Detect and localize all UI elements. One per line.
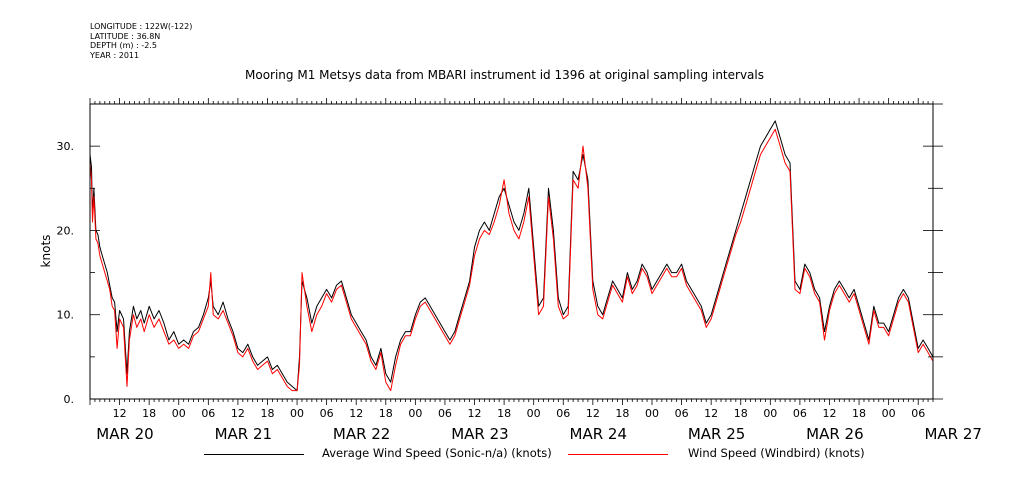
x-tick-label: 18 xyxy=(260,407,274,420)
y-tick-label: 0. xyxy=(64,393,75,406)
y-tick-label: 10. xyxy=(57,309,75,322)
x-date-label: MAR 21 xyxy=(215,425,272,443)
x-tick-label: 00 xyxy=(527,407,541,420)
x-tick-label: 00 xyxy=(290,407,304,420)
legend-swatch-series1 xyxy=(204,454,304,455)
year-label: YEAR : 2011 xyxy=(90,50,140,60)
plot-frame xyxy=(89,103,934,400)
longitude-label: LONGITUDE : 122W(-122) xyxy=(90,22,193,31)
y-tick-label: 30. xyxy=(57,140,75,153)
x-date-label: MAR 24 xyxy=(570,425,627,443)
x-tick-label: 12 xyxy=(113,407,127,420)
x-date-label: MAR 26 xyxy=(806,425,863,443)
x-tick-label: 06 xyxy=(793,407,807,420)
x-tick-label: 12 xyxy=(586,407,600,420)
x-tick-label: 06 xyxy=(556,407,570,420)
metadata-block: LONGITUDE : 122W(-122) LATITUDE : 36.8N … xyxy=(90,22,192,60)
x-tick-label: 00 xyxy=(408,407,422,420)
legend: Average Wind Speed (Sonic-n/a) (knots) W… xyxy=(0,446,1009,466)
x-date-label: MAR 25 xyxy=(688,425,745,443)
x-date-label: MAR 22 xyxy=(333,425,390,443)
x-tick-label: 12 xyxy=(349,407,363,420)
x-date-label: MAR 27 xyxy=(924,425,981,443)
x-date-label: MAR 20 xyxy=(96,425,153,443)
x-tick-label: 12 xyxy=(468,407,482,420)
series-line-sonic xyxy=(89,120,934,392)
x-tick-label: 00 xyxy=(882,407,896,420)
x-date-label: MAR 23 xyxy=(451,425,508,443)
x-tick-label: 06 xyxy=(201,407,215,420)
x-tick-label: 06 xyxy=(675,407,689,420)
latitude-label: LATITUDE : 36.8N xyxy=(90,31,161,41)
x-tick-label: 06 xyxy=(438,407,452,420)
x-tick-label: 18 xyxy=(734,407,748,420)
series-line-windbird xyxy=(89,128,934,392)
y-axis-label: knots xyxy=(39,235,53,268)
y-tick-label: 20. xyxy=(57,224,75,237)
legend-swatch-series2 xyxy=(568,454,668,455)
x-tick-label: 12 xyxy=(704,407,718,420)
chart-title: Mooring M1 Metsys data from MBARI instru… xyxy=(245,68,764,82)
x-tick-label: 12 xyxy=(231,407,245,420)
x-tick-label: 06 xyxy=(320,407,334,420)
x-tick-label: 18 xyxy=(615,407,629,420)
legend-label-series2: Wind Speed (Windbird) (knots) xyxy=(688,446,865,460)
x-tick-label: 00 xyxy=(172,407,186,420)
x-tick-label: 18 xyxy=(142,407,156,420)
legend-label-series1: Average Wind Speed (Sonic-n/a) (knots) xyxy=(322,446,552,460)
x-tick-label: 06 xyxy=(911,407,925,420)
x-tick-label: 00 xyxy=(763,407,777,420)
x-tick-label: 00 xyxy=(645,407,659,420)
x-tick-label: 18 xyxy=(379,407,393,420)
depth-label: DEPTH (m) : -2.5 xyxy=(90,41,157,50)
x-tick-label: 12 xyxy=(822,407,836,420)
x-tick-label: 18 xyxy=(852,407,866,420)
x-tick-label: 18 xyxy=(497,407,511,420)
